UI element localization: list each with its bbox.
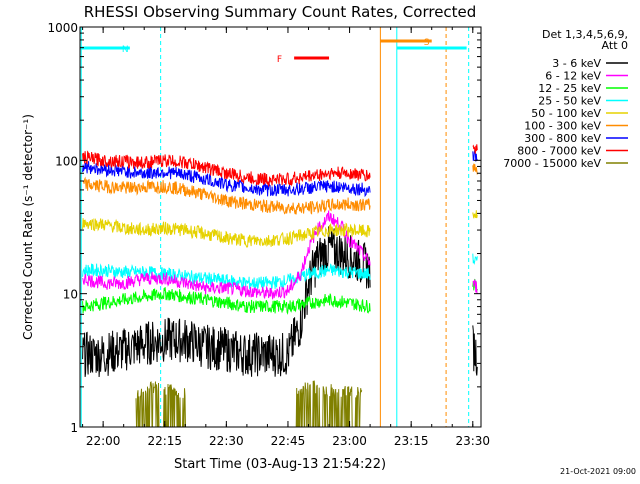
series-6-12-keV-trace-1	[472, 279, 478, 294]
flag-label-N: N	[122, 45, 129, 55]
chart-title: RHESSI Observing Summary Count Rates, Co…	[84, 3, 477, 21]
legend-label-2: 12 - 25 keV	[538, 82, 601, 95]
legend-label-7: 800 - 7000 keV	[517, 145, 601, 158]
legend-label-4: 50 - 100 keV	[531, 107, 601, 120]
plot-frame	[79, 26, 482, 428]
x-tick-label-3: 22:45	[271, 434, 306, 448]
series-3-6-keV-trace-0	[82, 226, 371, 378]
series-layer	[82, 144, 478, 428]
legend-label-8: 7000 - 15000 keV	[503, 157, 601, 170]
flag-label-S: S	[424, 38, 430, 48]
series-100-300-keV-trace-0	[82, 176, 371, 215]
x-tick-label-1: 22:15	[147, 434, 182, 448]
legend-label-1: 6 - 12 keV	[545, 70, 601, 83]
series-50-100-keV-trace-1	[472, 210, 478, 219]
flag-label-F: F	[277, 55, 282, 65]
y-axis-label: Corrected Count Rate (s⁻¹ detector⁻¹)	[21, 114, 35, 340]
series-25-50-keV-trace-1	[472, 253, 478, 265]
legend-label-5: 100 - 300 keV	[524, 120, 601, 133]
axes-layer: 22:00 22:15 22:30 22:45 23:00 23:15 23:30 1 10 10…	[47, 21, 490, 448]
series-50-100-keV-trace-0	[82, 217, 371, 248]
y-tick-label-3: 1000	[47, 21, 78, 35]
legend-label-3: 25 - 50 keV	[538, 95, 601, 108]
series-12-25-keV-trace-0	[82, 287, 371, 315]
series-800-7000-keV-trace-0	[82, 150, 371, 188]
x-tick-label-5: 23:15	[394, 434, 429, 448]
x-axis-label: Start Time (03-Aug-13 21:54:22)	[174, 457, 386, 472]
x-tick-label-6: 23:30	[455, 434, 490, 448]
series-25-50-keV-trace-0	[82, 263, 371, 291]
legend-label-6: 300 - 800 keV	[524, 132, 601, 145]
series-100-300-keV-trace-1	[472, 163, 478, 175]
x-tick-label-2: 22:30	[209, 434, 244, 448]
series-300-800-keV-trace-0	[82, 161, 371, 198]
legend-label-0: 3 - 6 keV	[552, 57, 601, 70]
x-tick-label-4: 23:00	[332, 434, 367, 448]
y-tick-label-2: 100	[55, 154, 78, 168]
series-800-7000-keV-trace-1	[472, 144, 478, 154]
legend-header-1: Att 0	[602, 39, 628, 52]
x-tick-label-0: 22:00	[86, 434, 121, 448]
legend-header-0: Det 1,3,4,5,6,9,	[542, 28, 628, 41]
flags-layer: N F S	[80, 38, 467, 65]
y-tick-label-1: 10	[63, 288, 78, 302]
series-3-6-keV-trace-1	[472, 325, 478, 376]
generation-timestamp: 21-Oct-2021 09:00	[560, 467, 636, 476]
y-tick-label-0: 1	[70, 421, 78, 435]
